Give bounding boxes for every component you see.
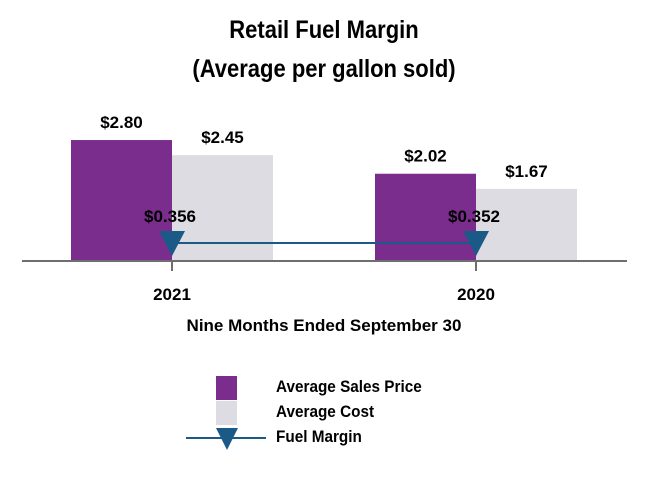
legend-label-average-cost: Average Cost xyxy=(276,402,375,421)
data-label-2020-average-cost: $1.67 xyxy=(505,162,548,181)
legend-swatch-average-cost xyxy=(216,401,237,425)
legend-item-sales-price: Average Sales Price xyxy=(0,376,648,400)
legend-swatch-sales-price xyxy=(216,376,237,400)
legend-line-triangle-icon xyxy=(186,428,266,450)
x-tick-label-2021: 2021 xyxy=(153,285,191,304)
marker-2020-fuel-margin xyxy=(463,231,489,256)
chart-title-line2: (Average per gallon sold) xyxy=(192,55,456,83)
bar-2020-average-cost xyxy=(476,188,577,261)
chart-title-line1: Retail Fuel Margin xyxy=(229,16,419,44)
bar-2021-average-sales-price xyxy=(71,140,172,261)
data-label-2020-average-sales-price: $2.02 xyxy=(404,147,447,166)
bar-2020-average-sales-price xyxy=(375,173,476,261)
x-axis-title: Nine Months Ended September 30 xyxy=(187,316,462,335)
legend-item-fuel-margin: Fuel Margin xyxy=(0,426,648,450)
data-label-2020-fuel-margin: $0.352 xyxy=(448,207,500,226)
x-tick-label-2020: 2020 xyxy=(457,285,495,304)
data-label-2021-average-sales-price: $2.80 xyxy=(100,113,143,132)
legend-label-fuel-margin: Fuel Margin xyxy=(276,427,362,446)
data-label-2021-average-cost: $2.45 xyxy=(201,128,244,147)
chart-plot: $2.80 $2.45 $2.02 $1.67 2021 2020 Nine Months … xyxy=(22,113,627,335)
legend-item-average-cost: Average Cost xyxy=(0,401,648,425)
legend-label-sales-price: Average Sales Price xyxy=(276,377,422,396)
data-label-2021-fuel-margin: $0.356 xyxy=(144,207,196,226)
marker-2021-fuel-margin xyxy=(159,231,185,256)
